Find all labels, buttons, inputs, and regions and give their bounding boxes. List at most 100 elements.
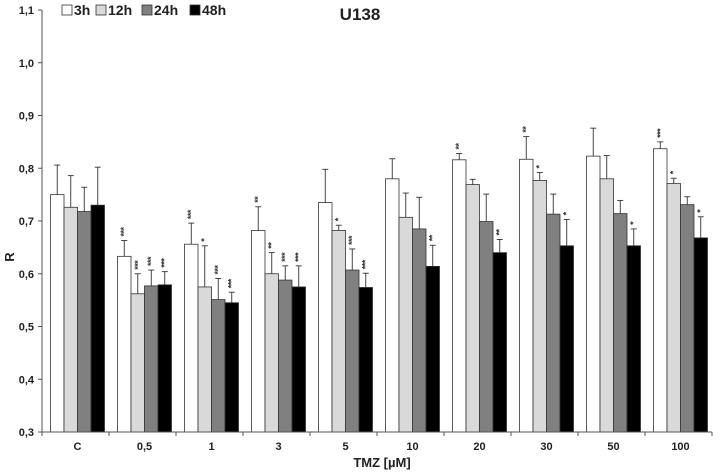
bar-12h-30	[532, 179, 547, 433]
bar-12h-C	[63, 206, 78, 433]
significance-label: ***	[361, 259, 371, 269]
bar-48h-C	[90, 204, 105, 433]
x-tick-label: 1	[208, 441, 214, 453]
y-tick-label: 0,9	[19, 111, 34, 123]
bar-24h-30	[546, 213, 561, 433]
bar-3h-50	[586, 155, 601, 433]
bar-48h-30	[559, 245, 574, 433]
x-tick-label: 50	[607, 441, 619, 453]
bar-48h-50	[626, 245, 641, 433]
bar-3h-10	[385, 178, 400, 433]
x-tick-label: 10	[406, 441, 418, 453]
significance-label: *	[200, 238, 210, 242]
x-tick-label: 20	[473, 441, 485, 453]
bar-3h-5	[318, 202, 333, 433]
legend-label-48h: 48h	[202, 2, 226, 18]
bar-3h-0,5	[117, 255, 132, 433]
legend-label-3h: 3h	[74, 2, 90, 18]
bar-12h-0,5	[130, 293, 145, 433]
y-tick-label: 0,5	[19, 322, 34, 334]
bar-24h-50	[613, 213, 628, 433]
chart-title: U138	[340, 5, 381, 24]
significance-label: ***	[294, 252, 304, 262]
y-tick-label: 0,4	[19, 374, 35, 386]
x-tick-label: 5	[342, 441, 348, 453]
significance-label: ***	[160, 258, 170, 268]
bar-3h-1	[184, 243, 199, 433]
bar-12h-3	[264, 273, 279, 433]
significance-label: ***	[227, 278, 237, 288]
bar-12h-20	[465, 184, 480, 433]
significance-label: *	[562, 211, 572, 215]
y-tick-label: 1,0	[19, 58, 34, 70]
legend-label-24h: 24h	[154, 2, 178, 18]
bar-12h-50	[599, 178, 614, 433]
bar-48h-20	[492, 252, 507, 433]
legend-swatch-12h	[95, 4, 107, 16]
bar-3h-C	[50, 194, 65, 433]
significance-label: **	[521, 126, 531, 133]
bar-24h-20	[479, 221, 494, 433]
significance-label: ***	[213, 264, 223, 274]
bar-24h-3	[278, 279, 293, 433]
significance-label: ***	[119, 227, 129, 237]
bar-3h-3	[251, 230, 266, 433]
significance-label: ***	[186, 209, 196, 219]
bar-48h-0,5	[157, 284, 172, 433]
y-tick-label: 0,7	[19, 216, 34, 228]
x-tick-label: 100	[671, 441, 689, 453]
bar-48h-100	[693, 237, 708, 433]
legend: 3h 12h 24h 48h	[61, 2, 226, 18]
bar-24h-5	[345, 269, 360, 433]
bar-12h-1	[197, 286, 212, 433]
x-tick-label: 30	[540, 441, 552, 453]
y-axis: 0,3 0,4 0,5 0,6 0,7 0,8 0,9 1,0 1,1	[19, 5, 42, 439]
significance-label: *	[535, 164, 545, 168]
legend-swatch-3h	[61, 4, 73, 16]
bar-3h-100	[653, 148, 668, 433]
bar-48h-10	[425, 265, 440, 433]
bars: ****** *** ******************** ***********…	[50, 126, 708, 433]
bar-12h-5	[331, 230, 346, 433]
y-tick-label: 0,6	[19, 269, 34, 281]
legend-swatch-48h	[189, 4, 201, 16]
bar-48h-1	[224, 302, 239, 433]
significance-label: **	[495, 228, 505, 235]
bar-12h-10	[398, 216, 413, 433]
x-tick-label: 0,5	[137, 441, 152, 453]
significance-label: **	[428, 234, 438, 241]
bar-24h-1	[211, 299, 226, 433]
significance-label: *	[629, 221, 639, 225]
x-tick-label: C	[74, 441, 82, 453]
significance-label: ***	[280, 252, 290, 262]
bar-24h-0,5	[144, 285, 159, 433]
significance-label: **	[253, 196, 263, 203]
significance-label: **	[454, 142, 464, 149]
bar-3h-20	[452, 159, 467, 433]
y-tick-label: 1,1	[19, 5, 34, 17]
significance-label: ***	[133, 260, 143, 270]
bar-12h-100	[666, 183, 681, 433]
bar-24h-100	[680, 204, 695, 433]
x-axis-title: TMZ [µM]	[353, 455, 410, 470]
bar-24h-C	[77, 211, 92, 433]
x-tick-label: 3	[275, 441, 281, 453]
bar-48h-3	[291, 286, 306, 433]
significance-label: ***	[146, 256, 156, 266]
legend-label-12h: 12h	[108, 2, 132, 18]
significance-label: ***	[655, 128, 665, 138]
bar-48h-5	[358, 287, 373, 433]
significance-label: *	[669, 170, 679, 174]
legend-swatch-24h	[141, 4, 153, 16]
bar-24h-10	[412, 228, 427, 433]
y-axis-title: R	[2, 252, 17, 262]
significance-label: **	[267, 242, 277, 249]
significance-label: *	[696, 209, 706, 213]
y-tick-label: 0,3	[19, 427, 34, 439]
x-axis: C 0,5 1 3 5 10 20 30 50 100	[41, 432, 713, 453]
bar-3h-30	[519, 158, 534, 433]
y-tick-label: 0,8	[19, 163, 34, 175]
significance-label: *	[334, 217, 344, 221]
significance-label: ***	[347, 235, 357, 245]
